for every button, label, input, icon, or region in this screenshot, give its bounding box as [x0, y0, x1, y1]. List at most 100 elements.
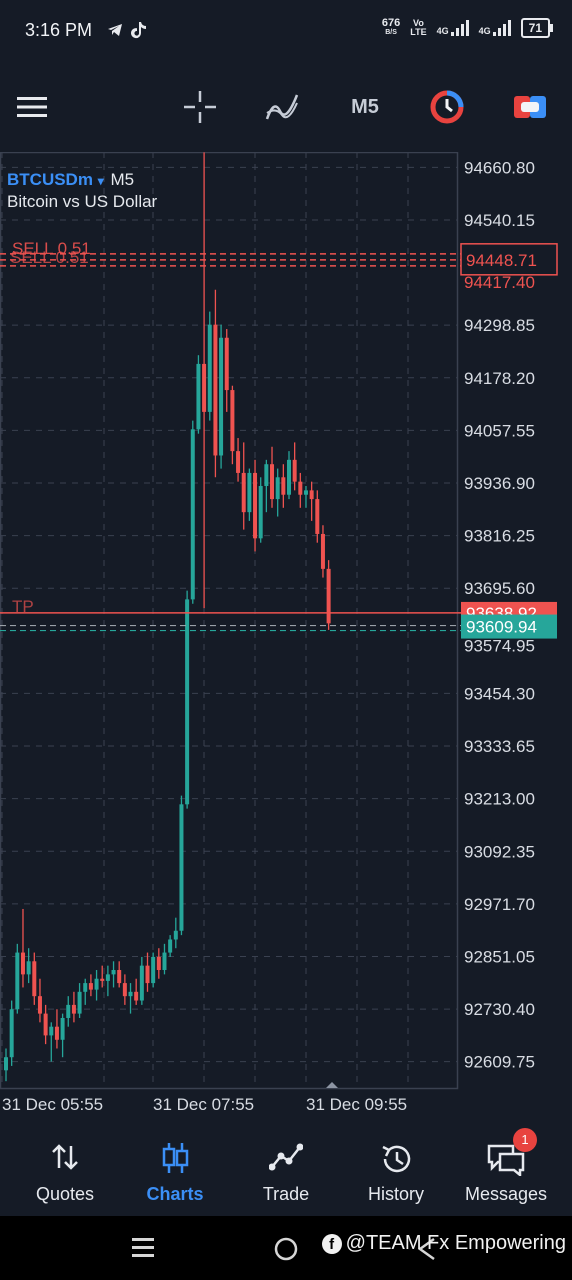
price-axis-label: 94540.15 [464, 211, 535, 230]
sell-price-tag [460, 243, 558, 276]
candle-body [9, 1009, 14, 1058]
candle-body [128, 991, 133, 997]
sell-order-label: SELL 0.51 [12, 239, 91, 258]
candle-body [168, 939, 173, 953]
net-speed: 676 B/S [381, 17, 401, 37]
volte-indicator: Vo LTE [410, 18, 427, 37]
sell-price-value: 94448.71 [466, 251, 537, 270]
sell-order-label: SELL 0.51 [10, 248, 89, 267]
candle-body [66, 1004, 71, 1018]
nav-charts[interactable]: Charts [120, 1122, 230, 1216]
arrows-updown-icon [52, 1144, 78, 1170]
candle-body [100, 978, 105, 981]
status-bar: 3:16 PM 676 B/S Vo LTE 4G 4G 71 [0, 0, 572, 62]
price-axis-label: 93695.60 [464, 579, 535, 598]
candle-body [315, 499, 320, 534]
candle-body [264, 464, 269, 487]
crosshair-button[interactable] [178, 84, 222, 130]
candle-body [241, 472, 246, 513]
trade-panel-button[interactable] [508, 84, 552, 130]
tp-label: TP [12, 597, 34, 616]
menu-button[interactable] [10, 84, 54, 130]
back-icon[interactable] [416, 1237, 438, 1261]
price-axis-label: 92851.05 [464, 947, 535, 966]
candle-body [247, 472, 252, 513]
price-axis-label: 94057.55 [464, 421, 535, 440]
candle-body [207, 324, 212, 412]
indicators-icon [265, 94, 299, 120]
bottom-nav: Quotes Charts Trade [0, 1122, 572, 1216]
bid-price-value: 93609.94 [466, 618, 537, 637]
candle-body [145, 965, 150, 984]
symbol-dropdown-icon[interactable]: ▾ [97, 174, 104, 188]
price-chart[interactable]: 94660.80 94540.15 94298.85 94178.20 94057.55… [0, 152, 572, 1122]
chart-timeframe: M5 [110, 170, 135, 189]
candle-body [275, 477, 280, 500]
battery-icon: 71 [520, 18, 554, 38]
candle-body [15, 952, 20, 1010]
chart-svg[interactable]: 94660.80 94540.15 94298.85 94178.20 94057.55… [0, 152, 572, 1122]
bid-hidden-price: 93574.95 [464, 637, 535, 656]
candle-body [292, 459, 297, 482]
candle-body [303, 490, 308, 495]
nav-trade[interactable]: Trade [231, 1122, 341, 1216]
candle-body [281, 477, 286, 495]
chart-frame [0, 152, 459, 1090]
symbol-description: Bitcoin vs US Dollar [7, 192, 158, 211]
candle-body [151, 956, 156, 984]
candle-body [236, 451, 241, 473]
candle-body [173, 930, 178, 940]
price-axis-label: 94178.20 [464, 369, 535, 388]
candle-body [105, 974, 110, 981]
messages-badge: 1 [513, 1128, 537, 1152]
home-icon[interactable] [274, 1237, 298, 1261]
candle-body [298, 481, 303, 495]
candle-body [49, 1026, 54, 1036]
price-axis-label: 94298.85 [464, 316, 535, 335]
one-click-trading-button[interactable] [425, 84, 469, 130]
hamburger-icon [17, 97, 47, 117]
nav-quotes[interactable]: Quotes [10, 1122, 120, 1216]
nav-history[interactable]: History [341, 1122, 451, 1216]
symbol-name[interactable]: BTCUSDm [7, 170, 93, 189]
facebook-icon: f [321, 1233, 342, 1254]
price-axis-label: 94660.80 [464, 158, 535, 177]
nav-messages[interactable]: 1 Messages [451, 1122, 561, 1216]
candle-body [224, 337, 229, 391]
status-icons: 676 B/S Vo LTE 4G 4G 71 [381, 17, 554, 38]
price-axis-label: 93213.00 [464, 790, 535, 809]
recents-icon[interactable] [132, 1236, 154, 1260]
price-axis-label: 93816.25 [464, 527, 535, 546]
candle-body [230, 390, 235, 452]
candle-body [326, 568, 331, 624]
system-nav-bar: f @TEAM Fx Empowering [0, 1216, 572, 1280]
status-time: 3:16 PM [25, 20, 93, 40]
candle-body [134, 991, 139, 1001]
candle-body [37, 996, 42, 1014]
candle-body [185, 599, 190, 805]
candle-body [94, 978, 99, 990]
history-icon [382, 1145, 411, 1173]
price-axis-label: 92730.40 [464, 1000, 535, 1019]
candle-body [202, 363, 207, 412]
messages-icon [487, 1144, 525, 1176]
candle-body [71, 1004, 76, 1014]
timeframe-button[interactable]: M5 [351, 95, 379, 118]
time-axis-label: 31 Dec 07:55 [153, 1095, 254, 1114]
price-axis-label: 93454.30 [464, 684, 535, 703]
candle-body [162, 952, 167, 971]
signal-1-icon: 4G [437, 20, 469, 36]
candle-body [258, 486, 263, 539]
candle-body [139, 965, 144, 1001]
price-axis-label: 92609.75 [464, 1053, 535, 1072]
candle-body [122, 983, 127, 997]
trade-line-icon [269, 1143, 303, 1171]
candle-body [111, 970, 116, 975]
tiktok-icon [131, 22, 146, 39]
price-axis-label: 93092.35 [464, 842, 535, 861]
indicators-button[interactable] [260, 84, 304, 130]
symbol-header[interactable]: BTCUSDm ▾ M5 [7, 170, 134, 190]
clock-toggle-icon [430, 90, 464, 124]
trade-toggle-icon [514, 96, 546, 118]
candles-icon [162, 1143, 189, 1173]
